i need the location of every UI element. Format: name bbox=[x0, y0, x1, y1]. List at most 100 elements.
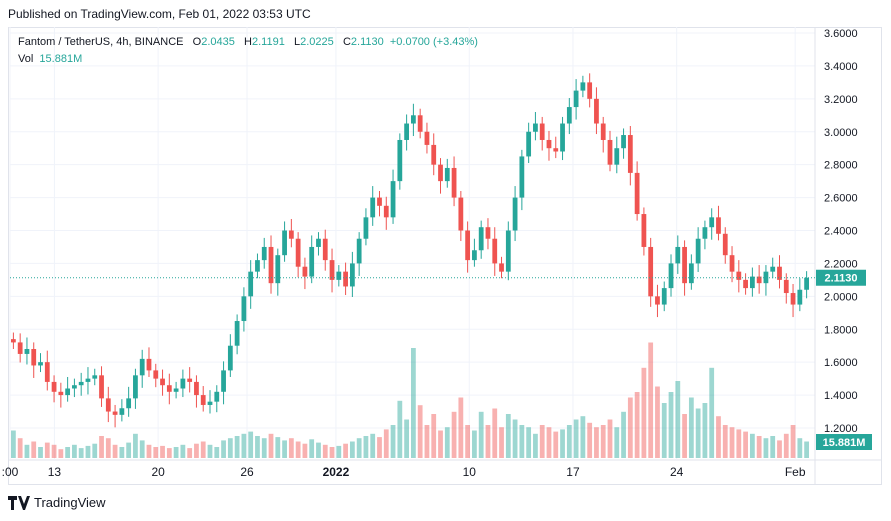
candle-body bbox=[614, 148, 620, 165]
volume-bar bbox=[44, 442, 50, 458]
candle-body bbox=[560, 123, 565, 152]
candle-body bbox=[24, 349, 30, 354]
candle-body bbox=[343, 271, 348, 287]
candle-body bbox=[682, 246, 687, 284]
volume-bar bbox=[634, 392, 640, 458]
close-value: 2.1130 bbox=[350, 36, 384, 48]
volume-bar bbox=[133, 433, 138, 458]
candle-body bbox=[44, 362, 50, 382]
volume-bar bbox=[363, 436, 369, 458]
symbol-label[interactable]: Fantom / TetherUS, 4h, BINANCE bbox=[18, 36, 184, 48]
candle-body bbox=[139, 358, 145, 376]
high-value: 2.1191 bbox=[252, 36, 285, 48]
volume-bar bbox=[485, 425, 491, 458]
candle-body bbox=[119, 408, 125, 415]
volume-bar bbox=[444, 427, 450, 458]
volume-bar bbox=[99, 436, 104, 458]
volume-bar bbox=[736, 429, 742, 458]
candle-body bbox=[160, 378, 165, 386]
volume-bar bbox=[370, 433, 376, 458]
candle-body bbox=[11, 339, 16, 343]
candle-body bbox=[207, 401, 213, 405]
candle-body bbox=[783, 279, 789, 294]
volume-bar bbox=[641, 367, 647, 458]
candle-body bbox=[248, 271, 254, 297]
volume-bar bbox=[526, 427, 532, 458]
candle-body bbox=[438, 164, 443, 182]
volume-bar bbox=[505, 414, 511, 458]
x-tick-label: 24 bbox=[670, 465, 684, 479]
candle-body bbox=[600, 123, 606, 140]
x-tick-label: Feb bbox=[785, 465, 806, 479]
candle-body bbox=[38, 362, 43, 366]
volume-bar bbox=[72, 444, 77, 458]
candle-body bbox=[533, 123, 538, 132]
volume-bar bbox=[790, 425, 796, 458]
y-tick-label: 2.4000 bbox=[824, 226, 858, 238]
volume-bar bbox=[492, 408, 498, 458]
candle-body bbox=[587, 82, 593, 99]
footer-branding[interactable]: TradingView bbox=[8, 495, 106, 510]
candle-body bbox=[214, 391, 220, 402]
candle-body bbox=[383, 205, 389, 218]
volume-bar bbox=[282, 440, 287, 458]
low-value: 2.0225 bbox=[300, 36, 334, 48]
candle-body bbox=[17, 342, 23, 354]
y-tick-label: 3.6000 bbox=[824, 28, 858, 40]
candle-body bbox=[424, 131, 430, 145]
volume-bar bbox=[146, 444, 152, 458]
candle-body bbox=[288, 230, 294, 239]
open-label: O bbox=[192, 36, 202, 48]
volume-bar bbox=[607, 419, 613, 458]
volume-bar bbox=[458, 397, 464, 458]
candle-body bbox=[648, 246, 654, 297]
candle-body bbox=[166, 385, 172, 392]
candle-body bbox=[363, 217, 369, 239]
volume-bar bbox=[214, 447, 220, 458]
candle-body bbox=[641, 214, 647, 247]
volume-bar bbox=[519, 425, 525, 458]
candle-body bbox=[133, 375, 138, 399]
candle-body bbox=[65, 388, 71, 396]
volume-bar bbox=[302, 443, 308, 458]
candle-body bbox=[526, 131, 532, 157]
volume-bar bbox=[65, 447, 71, 458]
last-price-value: 2.1130 bbox=[824, 273, 857, 285]
chart-frame[interactable] bbox=[8, 27, 882, 485]
volume-bar bbox=[411, 348, 416, 458]
candle-body bbox=[349, 263, 355, 287]
volume-bar bbox=[417, 405, 423, 458]
candle-body bbox=[722, 233, 728, 256]
candle-body bbox=[227, 345, 233, 371]
volume-bar bbox=[539, 425, 545, 458]
volume-tag bbox=[816, 434, 872, 450]
candle-body bbox=[126, 398, 132, 409]
candle-body bbox=[546, 139, 552, 149]
candle-body bbox=[194, 381, 199, 396]
volume-bar bbox=[749, 433, 755, 458]
volume-bar bbox=[336, 445, 342, 458]
candle-body bbox=[702, 227, 708, 239]
candle-body bbox=[417, 115, 423, 132]
y-tick-label: 1.4000 bbox=[824, 390, 858, 402]
volume-bar bbox=[207, 444, 213, 458]
volume-bar bbox=[241, 433, 247, 458]
volume-bar bbox=[349, 441, 355, 458]
candle-body bbox=[472, 250, 477, 261]
volume-bar bbox=[166, 448, 172, 458]
volume-bar bbox=[472, 430, 477, 458]
volume-bar bbox=[580, 416, 586, 458]
candle-body bbox=[505, 230, 511, 272]
volume-bar bbox=[24, 444, 30, 458]
x-tick-label: 10 bbox=[463, 465, 477, 479]
volume-bar bbox=[105, 438, 111, 458]
volume-bar bbox=[797, 438, 803, 458]
candle-body bbox=[743, 279, 748, 289]
candle-body bbox=[478, 227, 484, 251]
y-tick-label: 2.8000 bbox=[824, 160, 858, 172]
volume-bar bbox=[397, 400, 403, 458]
volume-bar bbox=[682, 414, 687, 458]
candle-body bbox=[736, 271, 742, 280]
candle-body bbox=[539, 123, 545, 140]
